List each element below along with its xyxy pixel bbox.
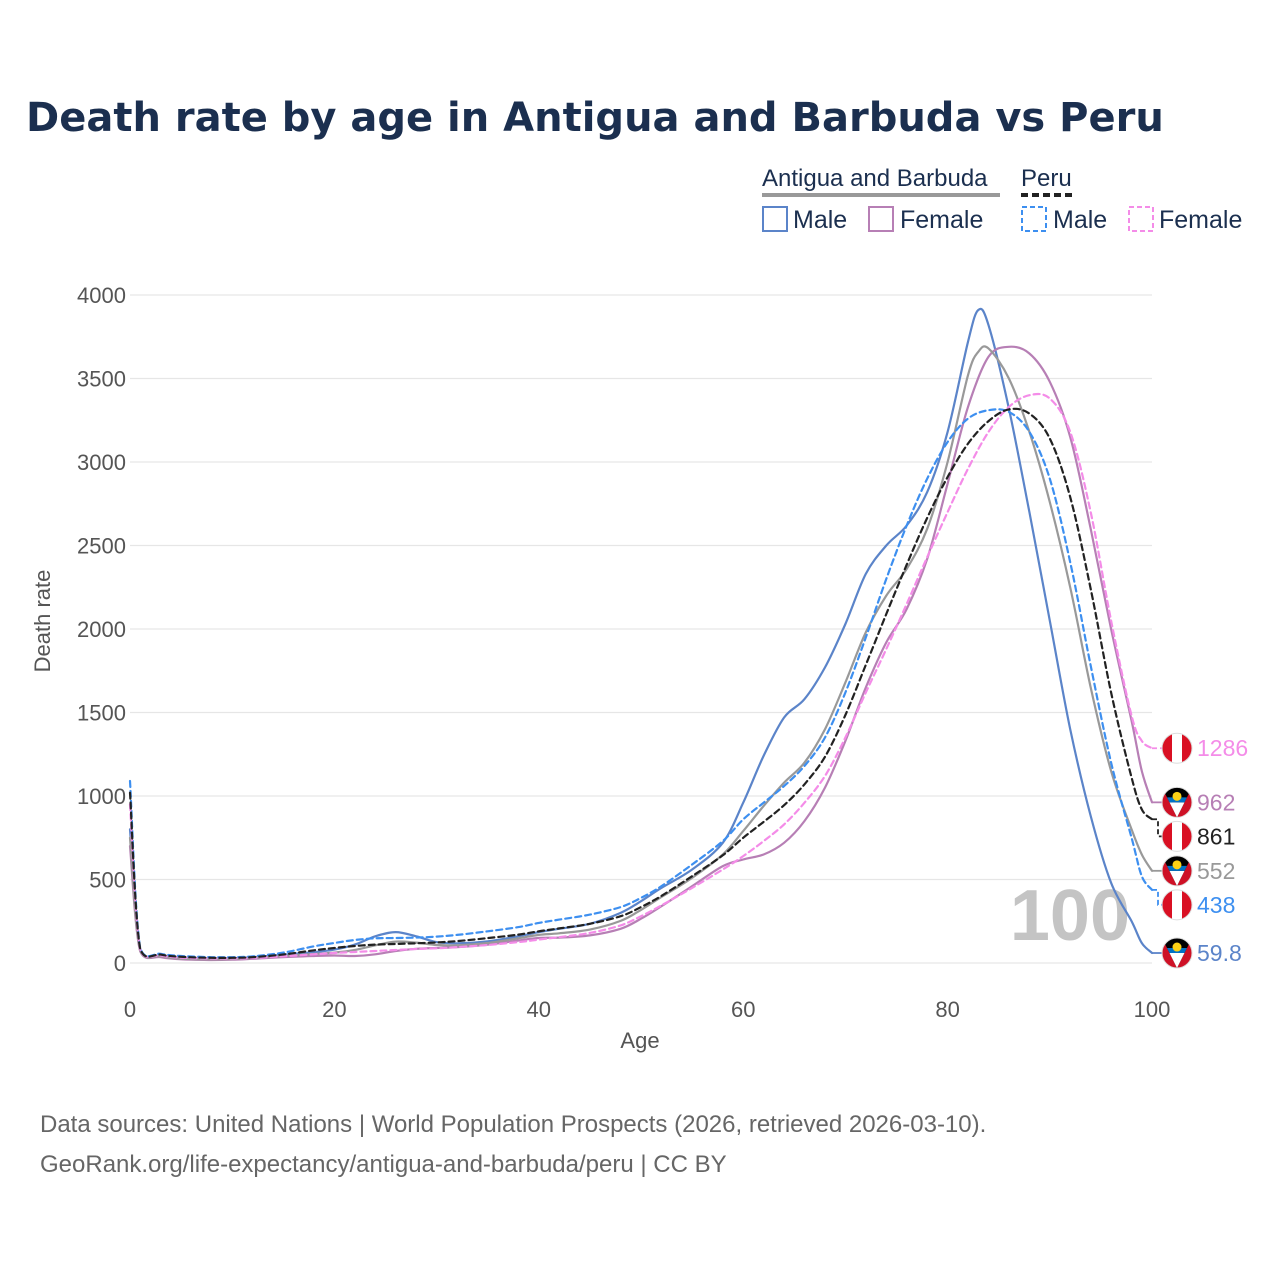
x-tick-label: 0: [124, 997, 136, 1022]
x-tick-label: 80: [935, 997, 959, 1022]
legend-female-peru-swatch: [1128, 206, 1154, 232]
end-label: 59.8: [1197, 940, 1242, 966]
legend-male-antigua: Male: [793, 206, 847, 234]
end-connector: [1152, 888, 1162, 906]
y-tick-label: 3000: [77, 450, 126, 475]
series-line-peru-total: [128, 407, 1154, 960]
x-tick-label: 40: [527, 997, 551, 1022]
legend-group-peru: Peru: [1021, 165, 1072, 192]
legend-female-peru: Female: [1159, 206, 1242, 234]
end-label: 552: [1197, 858, 1235, 884]
x-axis-label: Age: [620, 1028, 659, 1053]
series-line-peru-female: [128, 392, 1154, 960]
antigua-flag-icon: [1161, 937, 1193, 969]
x-tick-label: 20: [322, 997, 346, 1022]
series-line-antigua-and-barbuda-total: [128, 345, 1154, 961]
antigua-flag-icon: [1161, 786, 1193, 818]
y-axis-ticks: 0 500 1000 1500 2000 2500 3000 3500 4000: [77, 283, 126, 976]
x-tick-label: 60: [731, 997, 755, 1022]
y-tick-label: 1000: [77, 784, 126, 809]
y-tick-label: 2500: [77, 534, 126, 559]
peru-flag-icon: [1161, 820, 1193, 852]
antigua-flag-icon: [1161, 855, 1193, 887]
y-tick-label: 3500: [77, 367, 126, 392]
year-watermark: 100: [1010, 876, 1130, 956]
legend-male-peru: Male: [1053, 206, 1107, 234]
legend-female-antigua: Female: [900, 206, 983, 234]
legend-female-antigua-swatch: [868, 206, 894, 232]
source-line: Data sources: United Nations | World Pop…: [40, 1111, 986, 1138]
y-tick-label: 500: [89, 868, 126, 893]
peru-flag-icon: [1161, 732, 1193, 764]
end-label: 438: [1197, 892, 1235, 918]
y-axis-label: Death rate: [30, 570, 55, 673]
chart-title: Death rate by age in Antigua and Barbuda…: [26, 95, 1164, 141]
peru-flag-icon: [1161, 889, 1193, 921]
legend: Antigua and Barbuda Peru Male Female Mal…: [762, 165, 1242, 234]
end-label: 1286: [1197, 735, 1248, 761]
x-axis-ticks: 0 20 40 60 80 100: [124, 997, 1170, 1022]
end-connector: [1152, 818, 1162, 838]
y-tick-label: 1500: [77, 701, 126, 726]
legend-group-antigua: Antigua and Barbuda: [762, 165, 988, 192]
end-labels: 1286 962 861 552 438 59.8: [1152, 732, 1248, 969]
series-line-peru-male: [128, 408, 1154, 959]
series-lines: [128, 307, 1154, 962]
series-line-antigua-and-barbuda-male: [128, 307, 1154, 960]
legend-male-antigua-swatch: [762, 206, 788, 232]
url-line: GeoRank.org/life-expectancy/antigua-and-…: [40, 1151, 727, 1178]
end-label: 861: [1197, 823, 1235, 849]
y-tick-label: 4000: [77, 283, 126, 308]
end-label: 962: [1197, 789, 1235, 815]
x-tick-label: 100: [1134, 997, 1171, 1022]
y-tick-label: 2000: [77, 617, 126, 642]
series-line-antigua-and-barbuda-female: [128, 345, 1154, 962]
y-tick-label: 0: [114, 951, 126, 976]
legend-male-peru-swatch: [1021, 206, 1047, 232]
gridlines: [130, 294, 1152, 964]
